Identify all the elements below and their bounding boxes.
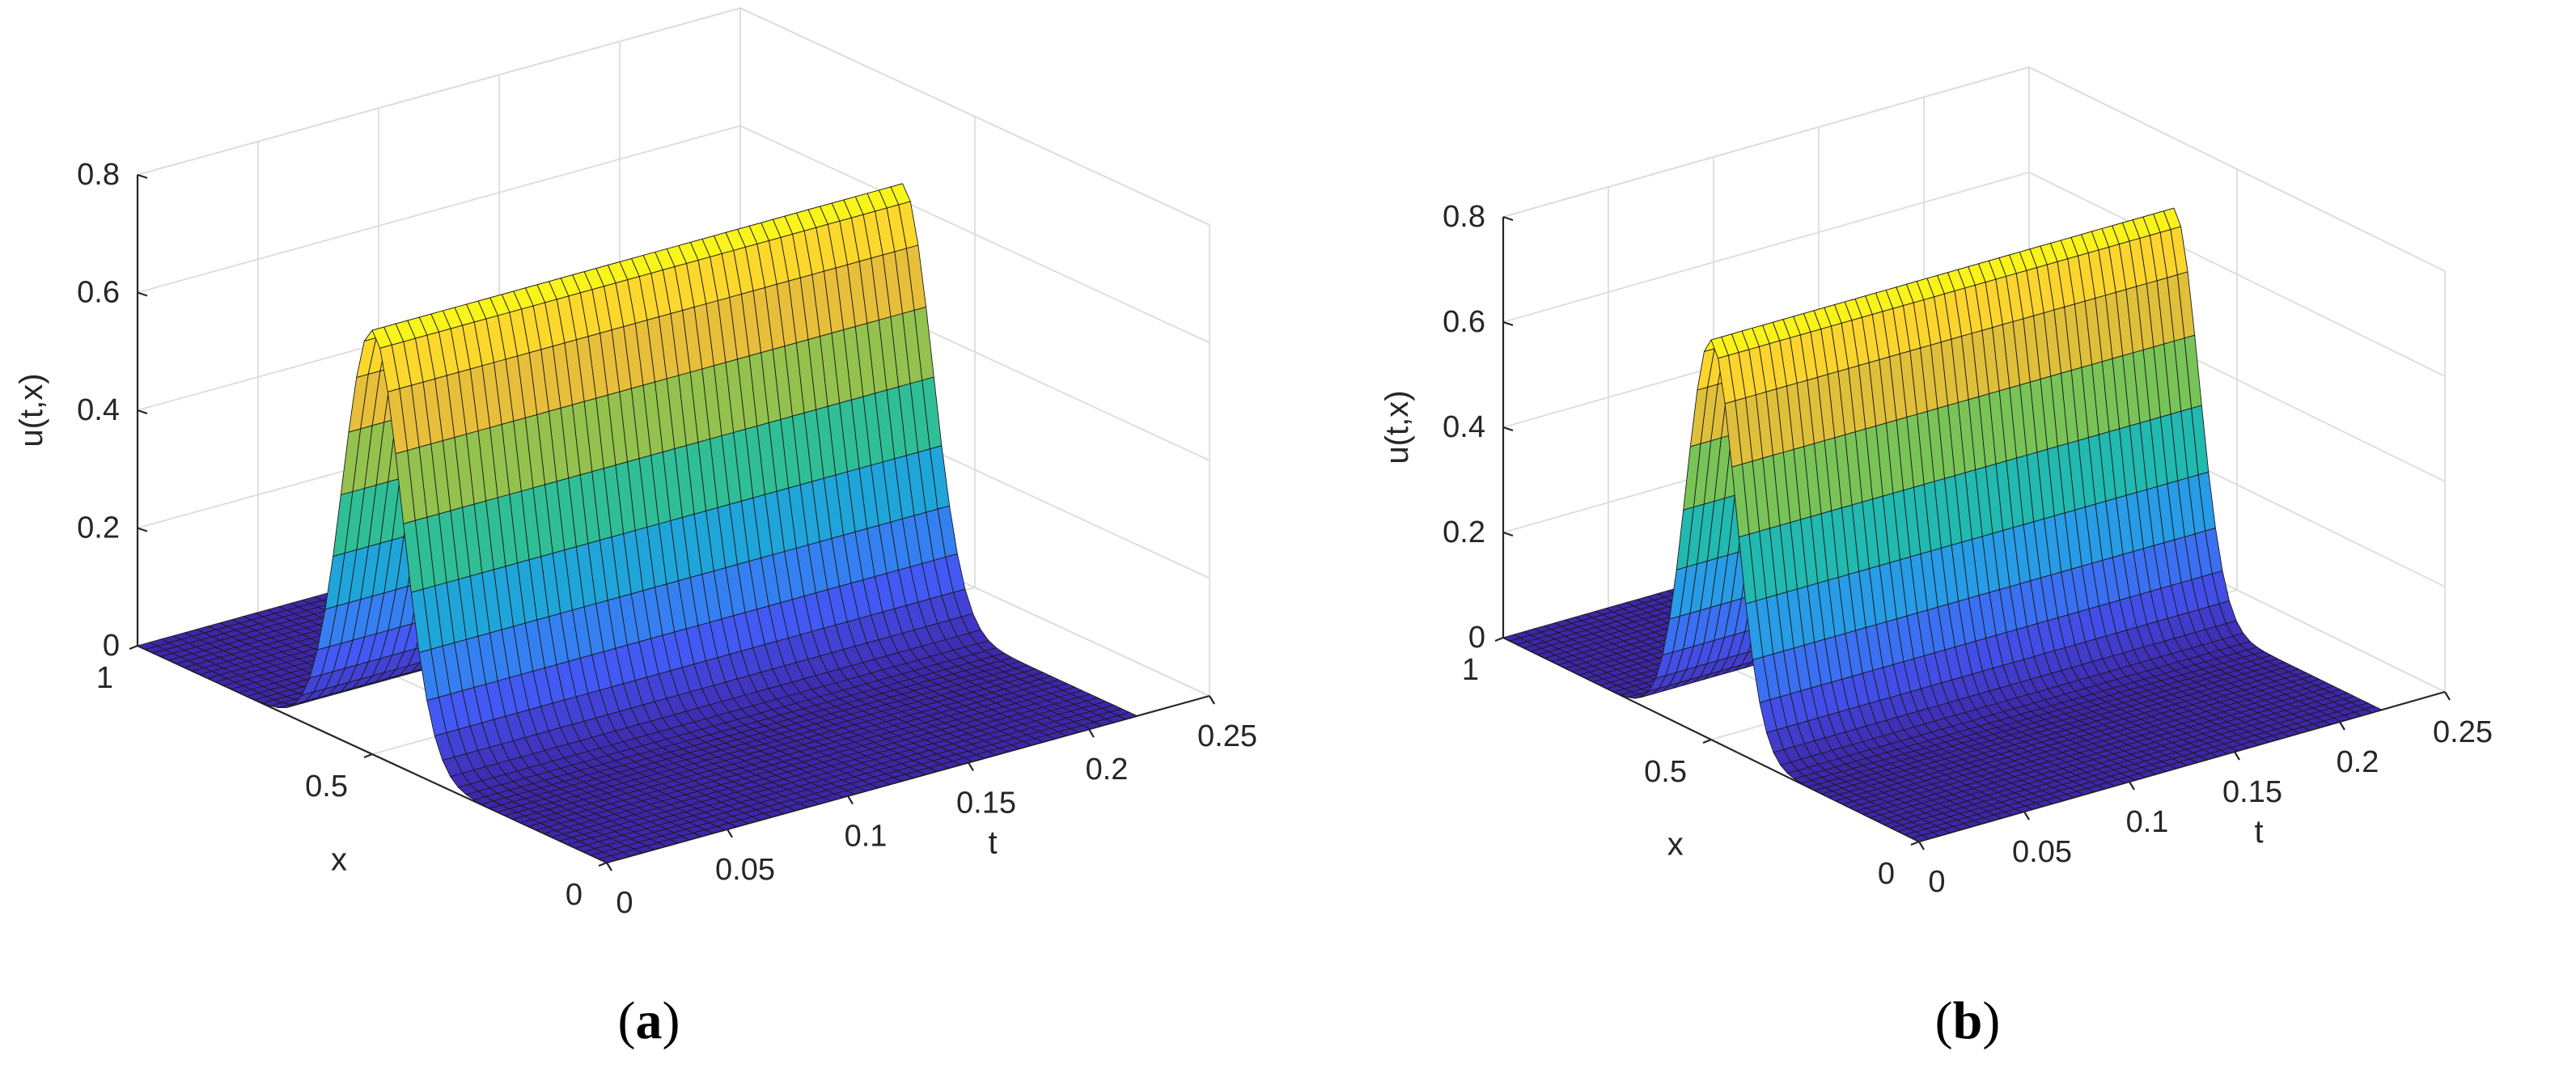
t-tick bbox=[1209, 695, 1215, 705]
t-tick bbox=[2023, 811, 2030, 821]
t-tick-label: 0.05 bbox=[715, 853, 775, 887]
t-tick bbox=[968, 761, 974, 771]
t-axis-label: t bbox=[988, 825, 997, 860]
z-tick-label: 0 bbox=[103, 629, 120, 663]
z-tick bbox=[1502, 215, 1514, 222]
z-tick bbox=[137, 527, 148, 532]
x-tick-label: 1 bbox=[1462, 653, 1479, 687]
z-tick-label: 0.8 bbox=[77, 158, 120, 192]
surface bbox=[1502, 207, 2383, 842]
z-tick-label: 0.8 bbox=[1443, 200, 1485, 234]
z-tick bbox=[137, 409, 148, 415]
surface bbox=[137, 183, 1138, 863]
panel-a-chart: 00.050.10.150.20.2500.5100.20.40.60.8txu… bbox=[14, 7, 1257, 1050]
x-tick bbox=[1494, 636, 1504, 643]
t-tick bbox=[2444, 691, 2451, 701]
t-tick bbox=[2339, 721, 2345, 731]
t-tick-label: 0.25 bbox=[1197, 719, 1257, 753]
axes: 00.050.10.150.20.2500.5100.20.40.60.8txu… bbox=[14, 158, 1257, 920]
panel-b-chart: 00.050.10.150.20.2500.5100.20.40.60.8txu… bbox=[1379, 66, 2493, 1050]
t-tick-label: 0.25 bbox=[2433, 715, 2493, 749]
t-tick-label: 0.15 bbox=[956, 786, 1016, 820]
x-tick bbox=[598, 861, 608, 867]
t-tick-label: 0.1 bbox=[845, 820, 888, 854]
z-tick-label: 0 bbox=[1468, 621, 1485, 655]
t-tick-label: 0.15 bbox=[2222, 775, 2282, 809]
t-tick-label: 0.2 bbox=[2337, 745, 2379, 779]
x-tick bbox=[129, 644, 138, 651]
t-tick-label: 0 bbox=[616, 886, 633, 920]
x-tick bbox=[1702, 738, 1712, 744]
x-tick-label: 0.5 bbox=[1644, 755, 1687, 789]
x-tick bbox=[363, 753, 373, 759]
t-axis-label: t bbox=[2254, 814, 2263, 850]
x-tick-label: 0 bbox=[1878, 857, 1895, 891]
t-tick bbox=[2129, 781, 2135, 791]
z-tick bbox=[1502, 320, 1514, 327]
t-tick-label: 0.05 bbox=[2012, 835, 2072, 869]
z-tick-label: 0.4 bbox=[77, 393, 120, 427]
t-tick bbox=[1918, 841, 1925, 850]
grid-line bbox=[1502, 66, 2446, 272]
z-tick-label: 0.6 bbox=[1443, 305, 1485, 339]
grid-line bbox=[137, 7, 1210, 226]
x-tick bbox=[1910, 840, 1920, 846]
z-tick-label: 0.2 bbox=[1443, 515, 1485, 549]
x-tick-label: 0.5 bbox=[305, 770, 348, 804]
z-tick-label: 0.4 bbox=[1443, 410, 1485, 444]
grid-line bbox=[1502, 66, 2446, 272]
z-tick-label: 0.6 bbox=[77, 276, 120, 310]
x-tick-label: 0 bbox=[566, 878, 583, 912]
t-tick bbox=[1088, 728, 1095, 738]
z-tick bbox=[137, 173, 148, 180]
grid-line bbox=[137, 7, 1210, 226]
t-tick bbox=[847, 795, 854, 805]
t-tick-label: 0 bbox=[1928, 865, 1945, 899]
z-axis-label: u(t,x) bbox=[14, 373, 49, 447]
x-axis-label: x bbox=[1667, 827, 1684, 863]
x-axis-label: x bbox=[331, 842, 347, 877]
z-tick bbox=[1502, 426, 1514, 432]
x-tick-label: 1 bbox=[96, 661, 113, 695]
t-tick bbox=[606, 862, 612, 872]
t-tick bbox=[2234, 751, 2240, 761]
z-tick bbox=[137, 291, 148, 297]
t-tick bbox=[727, 829, 733, 838]
panel-caption: (a) bbox=[618, 991, 680, 1050]
t-tick-label: 0.1 bbox=[2126, 805, 2169, 839]
z-tick bbox=[1502, 531, 1514, 537]
t-tick-label: 0.2 bbox=[1086, 753, 1129, 787]
z-tick-label: 0.2 bbox=[77, 511, 120, 545]
z-axis-label: u(t,x) bbox=[1379, 390, 1415, 464]
